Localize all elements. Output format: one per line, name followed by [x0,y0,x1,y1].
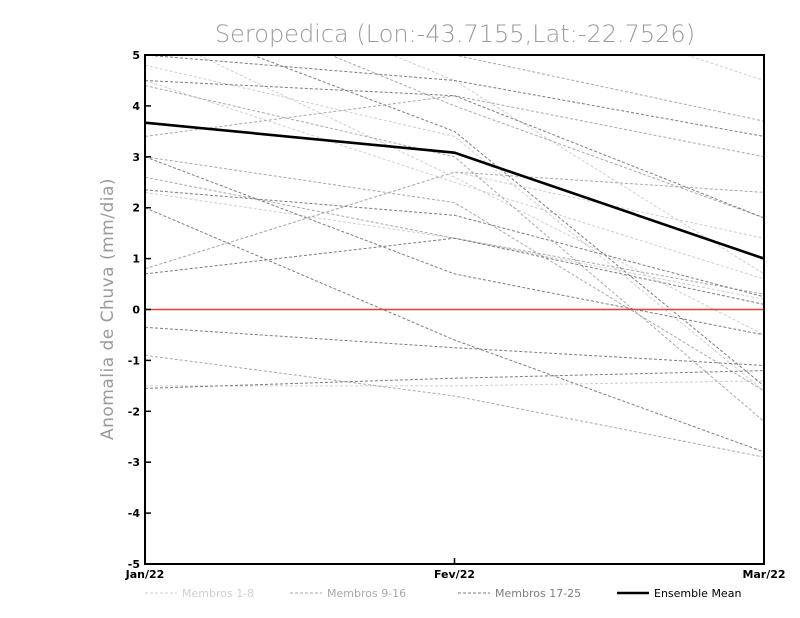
member-line-18 [145,326,764,366]
member-line-22 [145,189,764,298]
member-line-14 [448,55,764,122]
x-tick-label: Fev/22 [434,568,475,581]
legend-label-members-17-25: Membros 17-25 [495,587,581,600]
member-line-11 [145,176,764,295]
member-line-19 [145,370,764,389]
legend-label-ensemble-mean: Ensemble Mean [654,587,741,600]
ensemble-mean-line [145,121,764,260]
y-tick-label: -5 [128,558,140,571]
member-line-20 [145,207,764,453]
ensemble-mean-layer [145,121,764,260]
legend-label-members-1-8: Membros 1-8 [182,587,254,600]
member-line-21 [145,237,764,305]
y-axis-label: Anomalia de Chuva (mm/dia) [98,178,118,440]
y-tick-label: -4 [128,507,141,520]
y-tick-label: 3 [132,151,140,164]
member-line-12 [145,85,764,422]
legend: Membros 1-8 Membros 9-16 Membros 17-25 Ense… [145,587,741,600]
y-tick-label: 5 [132,49,140,62]
y-tick-label: -3 [128,456,140,469]
member-lines [145,55,764,458]
member-line-5 [145,171,764,270]
member-line-10 [145,171,764,270]
y-axis: 5 4 3 2 1 0 -1 -2 -3 -4 -5 [128,49,151,571]
chart-title: Seropedica (Lon:-43.7155,Lat:-22.7526) [215,20,695,48]
member-line-13 [145,354,764,458]
x-tick-label: Mar/22 [742,568,785,581]
y-tick-label: 1 [132,253,140,266]
member-line-6 [197,55,764,336]
member-line-3 [145,380,764,387]
member-line-23 [145,156,764,336]
member-line-25 [251,55,764,387]
x-axis: Jan/22 Fev/22 Mar/22 [125,558,786,581]
member-line-7 [145,191,764,300]
legend-label-members-9-16: Membros 9-16 [327,587,406,600]
y-tick-label: 0 [132,304,140,317]
y-tick-label: -1 [128,354,140,367]
member-line-2 [145,80,764,280]
x-tick-label: Jan/22 [125,568,165,581]
member-line-1 [145,64,764,392]
member-line-24 [145,55,764,137]
y-tick-label: -2 [128,405,140,418]
member-line-9 [145,95,764,158]
member-line-8 [391,55,764,275]
y-tick-label: 2 [132,202,140,215]
member-line-16 [145,156,764,392]
member-line-17 [145,80,764,219]
y-tick-label: 4 [132,100,140,113]
